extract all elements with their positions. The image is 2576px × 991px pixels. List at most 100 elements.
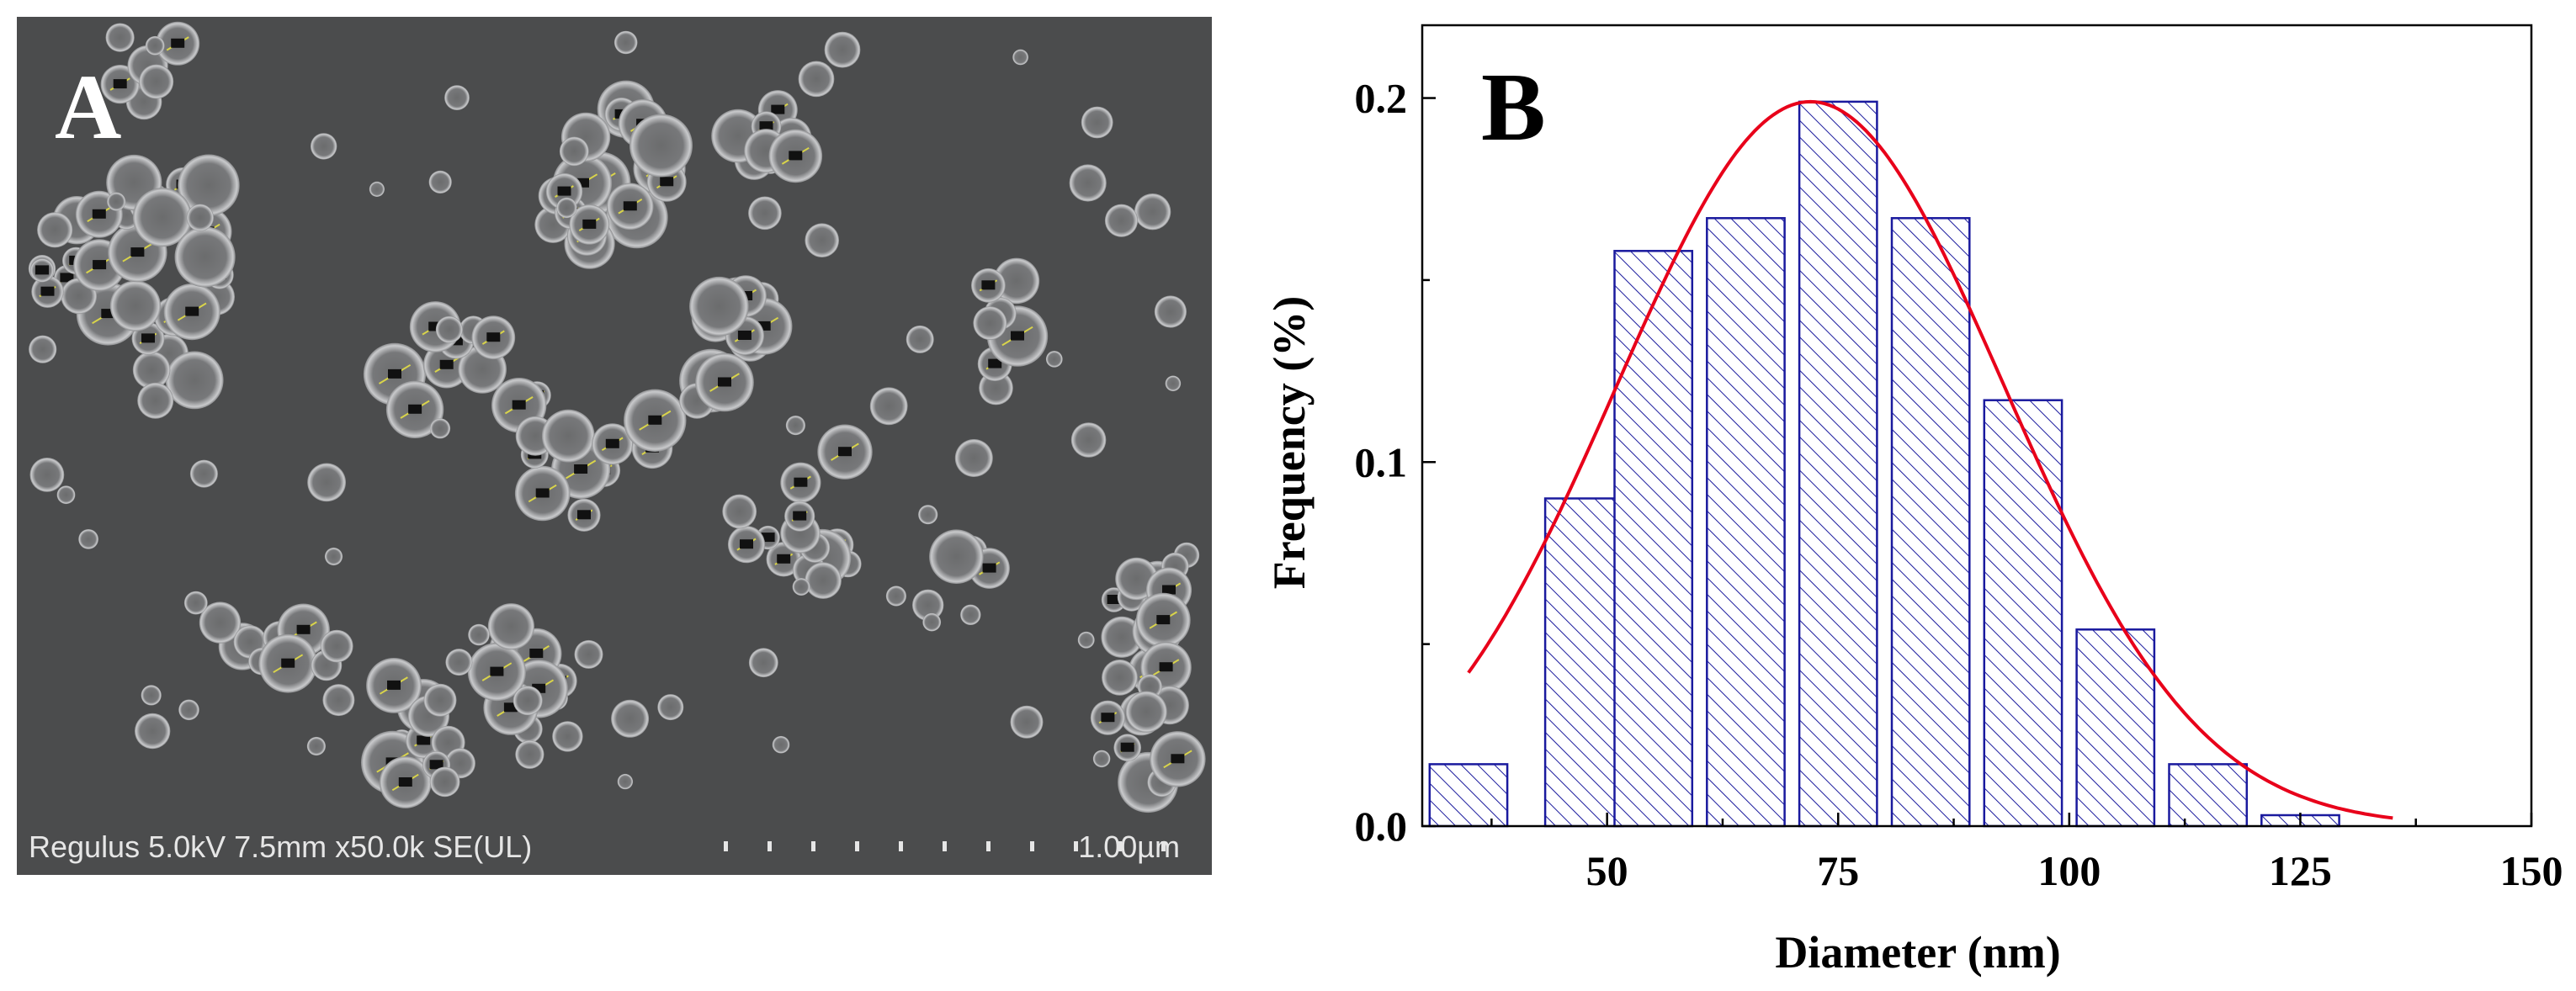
y-axis: 0.0 0.1 0.2 — [1355, 75, 1436, 850]
nanoparticle — [105, 23, 135, 52]
measurement-marker — [532, 683, 546, 693]
scale-bar-tick — [986, 841, 991, 851]
nanoparticle — [918, 505, 938, 525]
nanoparticle — [468, 623, 490, 646]
measurement-marker — [1120, 742, 1134, 752]
histogram-bar — [1613, 250, 1694, 828]
measurement-marker — [777, 554, 791, 564]
histogram-bar — [1706, 217, 1786, 828]
measurement-marker — [113, 79, 127, 89]
nanoparticle — [429, 418, 451, 439]
nanoparticle — [556, 197, 577, 219]
x-axis: 50 75 100 125 150 — [1490, 813, 2563, 894]
y-tick-label: 0.2 — [1355, 75, 1408, 122]
nanoparticle — [132, 188, 192, 247]
measurement-marker — [557, 186, 571, 196]
nanoparticle — [307, 463, 346, 502]
measurement-marker — [1156, 615, 1171, 625]
nanoparticle — [165, 351, 224, 410]
nanoparticle — [135, 713, 171, 750]
nanoparticle — [574, 639, 603, 669]
histogram-bars — [1428, 100, 2340, 828]
measurement-marker — [793, 511, 807, 521]
measurement-marker — [503, 702, 518, 713]
nanoparticle — [444, 85, 470, 110]
measurement-marker — [838, 447, 852, 457]
x-axis-title: Diameter (nm) — [1775, 927, 2060, 978]
nanoparticle — [174, 226, 236, 288]
scale-bar-tick — [1118, 841, 1122, 851]
nanoparticle — [954, 439, 993, 477]
nanoparticle — [1092, 750, 1111, 768]
measurement-marker — [490, 666, 504, 676]
nanoparticle — [107, 192, 126, 211]
diameter-histogram: 50 75 100 125 150 0.0 0.1 0.2 Diameter (nm) Frequ… — [1264, 24, 2563, 978]
measurement-marker — [428, 321, 443, 331]
measurement-marker — [529, 649, 544, 658]
histogram-bar — [2075, 628, 2156, 828]
nanoparticle — [199, 601, 242, 644]
nanoparticle — [56, 485, 76, 505]
measurement-marker — [130, 247, 145, 257]
plot-frame — [1421, 24, 2533, 828]
sem-info-bar: Regulus 5.0kV 7.5mm x50.0k SE(UL) — [29, 829, 533, 864]
nanoparticle — [689, 276, 749, 337]
histogram-bar — [1543, 497, 1624, 828]
nanoparticle — [798, 61, 835, 98]
nanoparticle — [869, 387, 908, 426]
nanoparticle — [369, 181, 385, 197]
measurement-marker — [408, 404, 422, 414]
measurement-marker — [141, 333, 155, 343]
nanoparticle — [183, 591, 208, 615]
measurement-marker — [648, 415, 662, 425]
measurement-marker — [439, 359, 454, 369]
gaussian-fit-curve — [1467, 99, 2393, 820]
measurement-marker — [185, 306, 199, 316]
panel-label-b: B — [1481, 54, 1546, 161]
nanoparticle — [141, 685, 162, 706]
histogram-bar — [1983, 399, 2063, 828]
nanoparticle — [320, 629, 353, 663]
x-tick-label: 50 — [1586, 847, 1628, 894]
nanoparticle — [657, 694, 684, 721]
nanoparticle — [311, 133, 337, 160]
nanoparticle — [1070, 422, 1107, 458]
y-tick-label: 0.1 — [1355, 438, 1408, 485]
measurement-marker — [660, 177, 674, 187]
measurement-marker — [101, 309, 115, 319]
measurement-marker — [60, 273, 74, 283]
nanoparticle — [306, 736, 326, 756]
measurement-marker — [1107, 595, 1121, 604]
nanoparticle — [132, 351, 171, 390]
nanoparticle — [189, 459, 218, 488]
nanoparticle — [1154, 295, 1187, 328]
nanoparticle — [186, 204, 214, 231]
nanoparticle — [960, 604, 981, 625]
nanoparticle — [552, 721, 583, 752]
nanoparticle — [423, 683, 457, 717]
measurement-marker — [576, 178, 589, 188]
histogram-panel: 50 75 100 125 150 0.0 0.1 0.2 Diameter (nm) Frequ… — [1229, 0, 2576, 991]
nanoparticle — [1045, 351, 1063, 368]
histogram-bar — [1428, 763, 1509, 828]
measurement-marker — [771, 104, 785, 114]
x-tick-label: 150 — [2500, 847, 2563, 894]
measurement-marker — [577, 510, 591, 520]
scale-bar-tick — [899, 841, 903, 851]
nanoparticle — [748, 196, 782, 231]
measurement-marker — [388, 368, 401, 379]
measurement-marker — [623, 201, 637, 211]
histogram-bar — [1890, 217, 1971, 828]
nanoparticle — [973, 306, 1007, 341]
nanoparticle — [929, 529, 984, 584]
measurement-marker — [281, 658, 295, 668]
histogram-bar — [1798, 100, 1878, 828]
scale-bar-tick — [1074, 841, 1078, 851]
nanoparticle — [805, 562, 842, 599]
nanoparticle — [805, 223, 839, 257]
nanoparticle — [1101, 616, 1143, 658]
nanoparticle — [515, 739, 544, 769]
measurement-marker — [171, 38, 185, 48]
nanoparticle — [1010, 705, 1044, 739]
measurement-marker — [1171, 754, 1185, 764]
